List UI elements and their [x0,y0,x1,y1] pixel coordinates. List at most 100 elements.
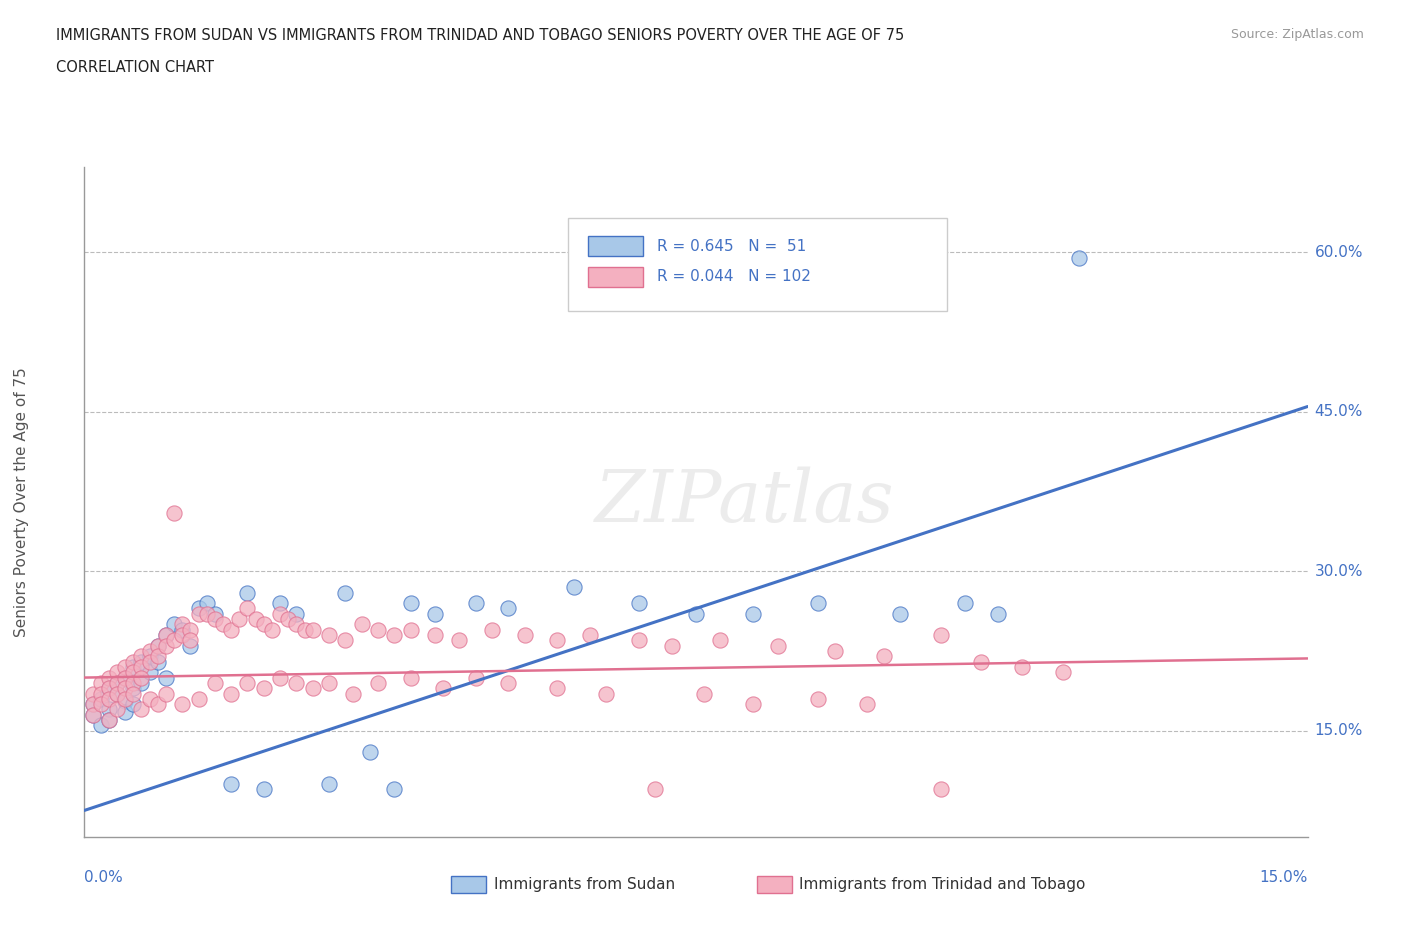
Point [212,617,235,631]
Point [122,665,145,680]
Point [1052,665,1074,680]
Point [105,675,128,690]
Point [824,644,846,658]
Point [498,675,520,690]
Point [269,671,291,685]
Point [367,622,389,637]
Point [105,702,128,717]
Point [146,638,169,653]
Point [245,612,267,627]
Text: 15.0%: 15.0% [1260,870,1308,884]
Point [172,697,194,711]
Point [114,671,136,685]
Point [872,649,894,664]
Point [285,617,308,631]
Point [562,579,585,594]
Bar [588,236,644,257]
Point [131,675,153,690]
Point [382,782,405,797]
Text: ZIPatlas: ZIPatlas [595,467,894,538]
Point [114,704,136,719]
Point [627,633,650,648]
Point [464,596,486,611]
Point [498,601,520,616]
Point [114,659,136,674]
Point [277,612,299,627]
Text: Immigrants from Sudan: Immigrants from Sudan [494,877,675,892]
Point [546,681,568,696]
Point [342,686,364,701]
Point [97,712,120,727]
Point [155,671,177,685]
Point [432,681,454,696]
Point [90,697,112,711]
Point [155,638,177,653]
Text: IMMIGRANTS FROM SUDAN VS IMMIGRANTS FROM TRINIDAD AND TOBAGO SENIORS POVERTY OVE: IMMIGRANTS FROM SUDAN VS IMMIGRANTS FROM… [56,28,904,43]
Point [269,606,291,621]
Text: Immigrants from Trinidad and Tobago: Immigrants from Trinidad and Tobago [799,877,1085,892]
Point [644,782,666,797]
Point [285,606,308,621]
Point [163,505,186,520]
Point [172,622,194,637]
Point [219,777,242,791]
Point [97,691,120,706]
Text: Source: ZipAtlas.com: Source: ZipAtlas.com [1230,28,1364,41]
FancyBboxPatch shape [568,218,946,312]
Point [82,697,104,711]
Point [179,633,201,648]
Point [82,708,104,723]
Point [269,596,291,611]
Point [114,671,136,685]
Point [179,622,201,637]
Point [146,697,169,711]
Point [90,675,112,690]
Point [253,782,276,797]
Point [301,681,323,696]
Point [122,675,145,690]
Point [335,585,357,600]
Point [742,697,765,711]
Point [766,638,789,653]
Text: 60.0%: 60.0% [1315,245,1362,259]
Point [131,659,153,674]
Point [929,628,952,643]
Point [399,622,422,637]
Point [97,712,120,727]
Point [138,665,160,680]
Point [318,777,340,791]
Point [987,606,1010,621]
Point [82,686,104,701]
Point [187,601,209,616]
Point [856,697,879,711]
Point [138,654,160,669]
Point [464,671,486,685]
Point [105,665,128,680]
Text: 30.0%: 30.0% [1315,564,1362,578]
Point [742,606,765,621]
Point [481,622,503,637]
Point [285,675,308,690]
Point [105,686,128,701]
Point [253,617,276,631]
Point [449,633,471,648]
Point [1069,250,1091,265]
Point [138,691,160,706]
Point [90,686,112,701]
Text: R = 0.645   N =  51: R = 0.645 N = 51 [657,239,806,254]
Point [97,681,120,696]
Point [399,671,422,685]
Point [423,628,446,643]
Point [595,686,617,701]
Point [318,675,340,690]
Point [122,654,145,669]
Point [131,654,153,669]
Point [114,691,136,706]
Point [172,628,194,643]
Point [1011,659,1033,674]
Point [236,585,259,600]
Point [579,628,602,643]
Point [122,697,145,711]
Point [335,633,357,648]
Point [359,745,381,760]
